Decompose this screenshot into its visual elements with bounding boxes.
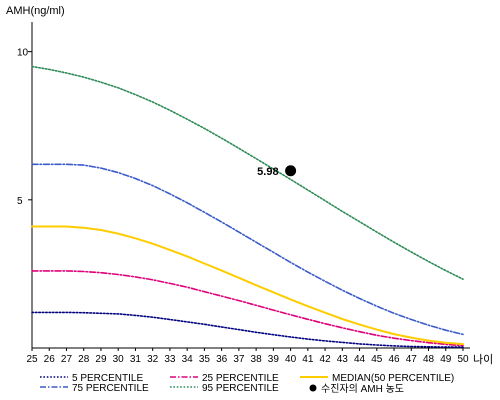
x-tick-label-47: 47 bbox=[406, 354, 418, 365]
x-tick-label-34: 34 bbox=[182, 354, 194, 365]
patient-amh-marker bbox=[285, 165, 297, 177]
y-tick-label-5: 5 bbox=[17, 196, 23, 207]
x-tick-label-40: 40 bbox=[285, 354, 297, 365]
x-tick-label-33: 33 bbox=[164, 354, 176, 365]
legend-label-0: 5 PERCENTILE bbox=[72, 373, 143, 384]
legend-label-3: 75 PERCENTILE bbox=[72, 383, 149, 394]
x-tick-label-35: 35 bbox=[199, 354, 211, 365]
x-tick-label-42: 42 bbox=[320, 354, 332, 365]
legend-marker-label: 수진자의 AMH 농도 bbox=[321, 383, 404, 395]
x-tick-label-38: 38 bbox=[251, 354, 263, 365]
patient-amh-value-label: 5.98 bbox=[257, 166, 278, 178]
series-line-2 bbox=[31, 225, 464, 346]
series-line-0 bbox=[31, 311, 464, 348]
x-tick-label-45: 45 bbox=[371, 354, 383, 365]
x-tick-label-37: 37 bbox=[233, 354, 245, 365]
x-tick-label-30: 30 bbox=[113, 354, 125, 365]
marker-layer: 5.98 bbox=[257, 165, 297, 178]
y-axis-title: AMH(ng/ml) bbox=[6, 5, 65, 17]
x-tick-label-27: 27 bbox=[61, 354, 73, 365]
x-tick-label-39: 39 bbox=[268, 354, 280, 365]
x-tick-label-50: 50 bbox=[457, 354, 469, 365]
legend-label-1: 25 PERCENTILE bbox=[202, 373, 279, 384]
y-tick-label-10: 10 bbox=[17, 48, 29, 59]
series-line-1 bbox=[31, 270, 464, 347]
x-tick-label-49: 49 bbox=[440, 354, 452, 365]
x-tick-label-32: 32 bbox=[147, 354, 159, 365]
series-layer bbox=[31, 65, 464, 348]
x-tick-label-46: 46 bbox=[388, 354, 400, 365]
y-ticks: 5 10 bbox=[17, 48, 32, 207]
x-tick-label-29: 29 bbox=[95, 354, 107, 365]
x-tick-label-31: 31 bbox=[130, 354, 142, 365]
legend: 5 PERCENTILE 25 PERCENTILE MEDIAN(50 PERCE… bbox=[40, 373, 454, 395]
series-line-4 bbox=[31, 65, 464, 281]
x-tick-label-25: 25 bbox=[26, 354, 38, 365]
legend-marker-swatch bbox=[309, 384, 317, 392]
legend-label-2: MEDIAN(50 PERCENTILE) bbox=[332, 373, 454, 384]
x-ticks: 25 26 27 28 29 30 31 32 33 34 35 36 37 38 39 40 41 42 43 44… bbox=[26, 348, 469, 365]
x-tick-label-36: 36 bbox=[216, 354, 228, 365]
x-tick-label-28: 28 bbox=[78, 354, 90, 365]
x-tick-label-48: 48 bbox=[423, 354, 435, 365]
x-tick-label-43: 43 bbox=[337, 354, 349, 365]
x-axis-title: 나이 bbox=[473, 353, 493, 366]
series-line-3 bbox=[31, 163, 464, 336]
x-tick-label-41: 41 bbox=[302, 354, 314, 365]
legend-label-4: 95 PERCENTILE bbox=[202, 383, 279, 394]
x-tick-label-26: 26 bbox=[44, 354, 56, 365]
x-tick-label-44: 44 bbox=[354, 354, 366, 365]
